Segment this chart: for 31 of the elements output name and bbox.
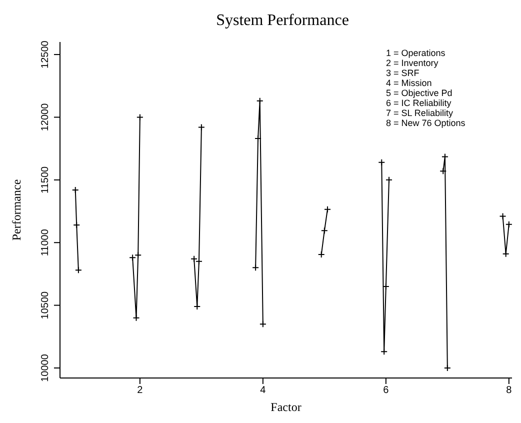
x-tick-label: 8	[506, 385, 512, 396]
point	[320, 227, 328, 234]
y-tick-label: 10500	[40, 290, 51, 320]
point	[194, 303, 201, 310]
x-tick-label: 4	[260, 385, 266, 396]
text: 8 = New 76 Options	[386, 118, 466, 128]
point	[502, 250, 510, 258]
text: 1 = Operations	[386, 48, 446, 58]
y-tick-label: 12000	[40, 102, 51, 132]
text: 2 = Inventory	[386, 58, 438, 68]
point	[382, 282, 390, 290]
point	[256, 97, 264, 104]
point	[380, 348, 388, 356]
x-tick-label: 6	[383, 385, 390, 396]
x-tick-label: 2	[137, 385, 144, 396]
text: 3 = SRF	[386, 68, 420, 78]
y-tick-label: 12500	[40, 40, 51, 68]
y-tick-label: 10000	[40, 354, 51, 382]
y-tick-label: 11500	[40, 166, 51, 194]
chart-title: System Performance	[215, 12, 350, 30]
y-axis-title: Performance	[9, 179, 24, 241]
text: 6 = IC Reliability	[386, 98, 452, 108]
text: 5 = Objective Pd	[386, 88, 452, 98]
text: 4 = Mission	[386, 78, 432, 88]
x-axis-title: Factor	[270, 400, 302, 414]
point	[134, 252, 142, 259]
point	[254, 135, 262, 142]
y-tick-label: 11000	[40, 228, 51, 256]
point	[73, 222, 80, 229]
text: 7 = SL Reliability	[386, 108, 453, 118]
point	[132, 314, 140, 322]
